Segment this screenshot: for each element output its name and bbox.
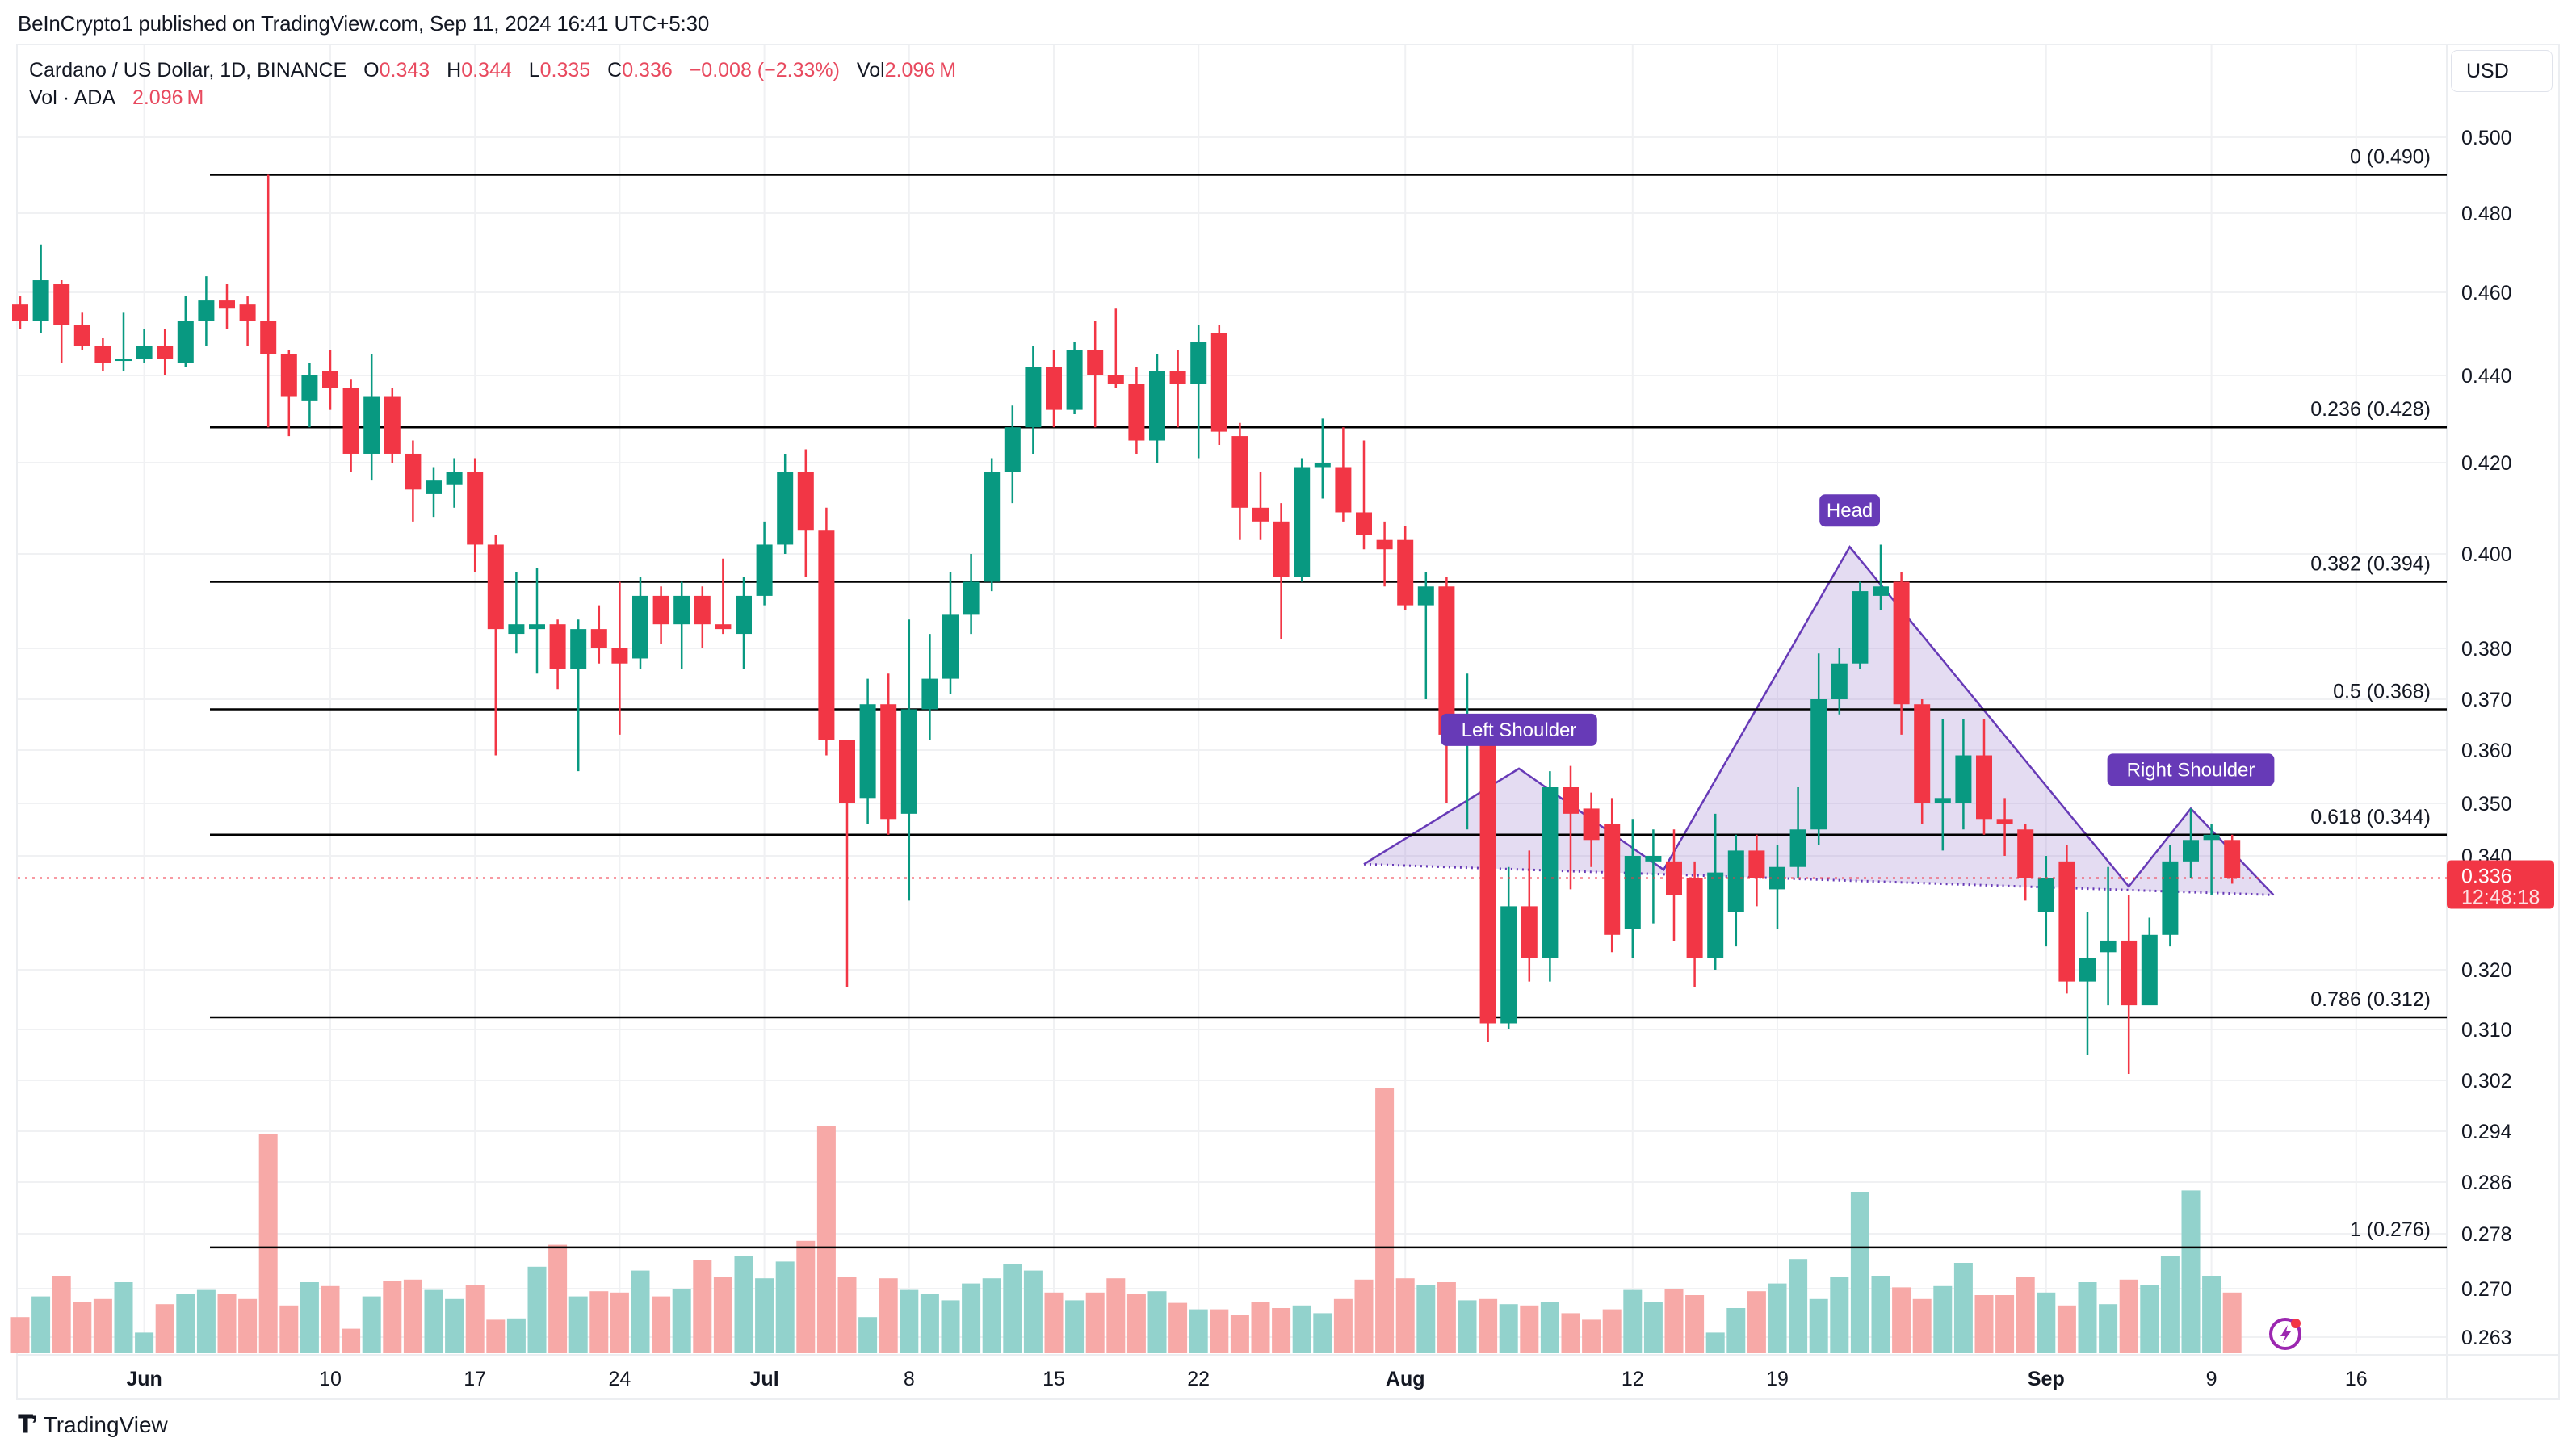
currency-label: USD [2466,59,2509,82]
svg-text:0.440: 0.440 [2461,365,2512,388]
svg-text:Jun: Jun [126,1368,162,1390]
svg-text:0.302: 0.302 [2461,1070,2512,1092]
svg-text:1 (0.276): 1 (0.276) [2350,1218,2431,1241]
close-label: C [607,59,623,82]
volume-row: Vol · ADA 2.096 M [29,84,956,111]
svg-text:0.263: 0.263 [2461,1327,2512,1349]
change-value: −0.008 (−2.33%) [689,59,840,82]
high-value: 0.344 [461,59,512,82]
volume-label: Vol [856,59,885,82]
svg-text:0.270: 0.270 [2461,1278,2512,1301]
svg-text:0.5 (0.368): 0.5 (0.368) [2333,680,2431,702]
tradingview-logo[interactable]: 𝐓’ TradingView [18,1411,168,1439]
svg-text:12: 12 [1622,1368,1644,1390]
svg-text:19: 19 [1766,1368,1789,1390]
svg-text:0.286: 0.286 [2461,1172,2512,1194]
fibonacci-retracement[interactable]: 0 (0.490) 0.236 (0.428) 0.382 (0.394) 0.5 (… [210,146,2447,1249]
svg-text:9: 9 [2206,1368,2217,1390]
high-label: H [447,59,462,82]
svg-text:0.460: 0.460 [2461,282,2512,304]
svg-text:10: 10 [319,1368,342,1390]
chart-legend: Cardano / US Dollar, 1D, BINANCE O0.343 … [29,57,956,111]
volume-value: 2.096 M [884,59,957,82]
pattern-labels[interactable]: Left Shoulder Head Right Shoulder [1441,494,2275,786]
svg-text:Head: Head [1827,500,1873,522]
open-label: O [363,59,380,82]
svg-text:8: 8 [904,1368,915,1390]
svg-text:0.336: 0.336 [2461,866,2512,888]
volume-bars [10,1088,2242,1353]
svg-text:0.400: 0.400 [2461,543,2512,566]
svg-text:Jul: Jul [750,1368,779,1390]
tradingview-logo-icon: 𝐓’ [18,1411,38,1438]
svg-text:Sep: Sep [2028,1368,2065,1390]
volume-series-title[interactable]: Vol · ADA [29,86,115,109]
close-value: 0.336 [622,59,673,82]
svg-text:0.420: 0.420 [2461,452,2512,475]
time-axis[interactable]: Jun 10 17 24 Jul 8 15 22 Aug 12 19 Sep 9 16 [126,1368,2367,1390]
svg-text:0.236 (0.428): 0.236 (0.428) [2310,398,2431,421]
svg-text:0.382 (0.394): 0.382 (0.394) [2310,552,2431,575]
svg-text:0.310: 0.310 [2461,1019,2512,1042]
symbol-title[interactable]: Cardano / US Dollar, 1D, BINANCE [29,59,347,82]
svg-text:15: 15 [1043,1368,1065,1390]
currency-button[interactable]: USD [2451,50,2553,92]
low-label: L [528,59,540,82]
svg-text:0.618 (0.344): 0.618 (0.344) [2310,806,2431,828]
tradingview-brand: TradingView [43,1412,168,1437]
svg-text:0.500: 0.500 [2461,127,2512,149]
grid-lines [18,45,2558,1398]
svg-text:0.480: 0.480 [2461,203,2512,225]
open-value: 0.343 [379,59,430,82]
svg-text:0.370: 0.370 [2461,689,2512,711]
svg-text:0.320: 0.320 [2461,959,2512,982]
svg-text:0.360: 0.360 [2461,740,2512,762]
candlesticks [12,174,2241,1075]
svg-text:Aug: Aug [1386,1368,1425,1390]
svg-text:22: 22 [1187,1368,1210,1390]
svg-text:Right Shoulder: Right Shoulder [2127,759,2255,781]
lightning-alert-icon[interactable] [2269,1318,2301,1350]
svg-text:16: 16 [2345,1368,2368,1390]
svg-text:0.786 (0.312): 0.786 (0.312) [2310,988,2431,1011]
svg-text:12:48:18: 12:48:18 [2461,887,2540,909]
svg-text:0 (0.490): 0 (0.490) [2350,146,2431,169]
svg-text:17: 17 [464,1368,486,1390]
chart-frame [16,44,2560,1400]
svg-text:0.350: 0.350 [2461,793,2512,816]
ohlc-row: Cardano / US Dollar, 1D, BINANCE O0.343 … [29,57,956,84]
svg-text:24: 24 [608,1368,631,1390]
svg-text:0.278: 0.278 [2461,1223,2512,1246]
volume-series-value: 2.096 M [132,86,204,109]
svg-text:Left Shoulder: Left Shoulder [1462,719,1577,741]
publisher-line: BeInCrypto1 published on TradingView.com… [18,11,710,36]
svg-text:0.380: 0.380 [2461,638,2512,660]
low-value: 0.335 [539,59,591,82]
svg-text:0.294: 0.294 [2461,1121,2512,1143]
price-axis[interactable]: 0.500 0.480 0.460 0.440 0.420 0.400 0.380 0.370… [2461,127,2512,1349]
